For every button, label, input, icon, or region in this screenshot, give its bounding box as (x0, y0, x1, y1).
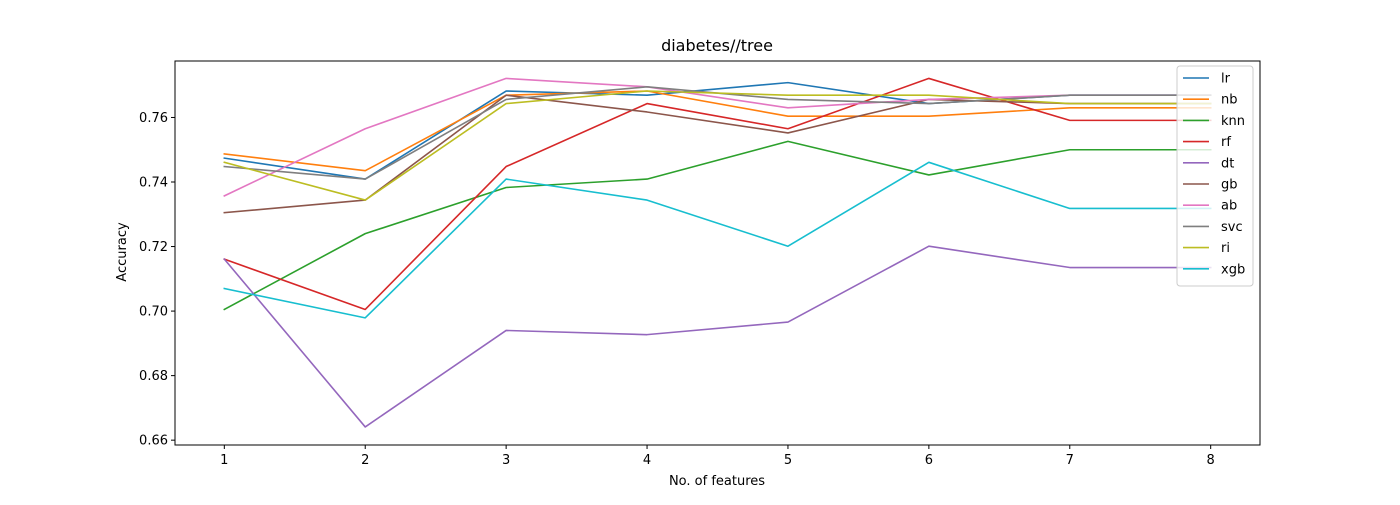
legend-label-ri: ri (1221, 241, 1230, 256)
legend-label-lr: lr (1221, 72, 1231, 87)
y-axis-label: Accuracy (115, 222, 130, 282)
x-tick-label: 8 (1207, 453, 1215, 468)
x-tick-label: 6 (925, 453, 933, 468)
legend-label-nb: nb (1221, 93, 1238, 108)
series-line-ri (223, 90, 1212, 201)
y-tick-label: 0.70 (139, 305, 168, 320)
legend-label-dt: dt (1221, 156, 1234, 171)
x-tick-label: 7 (1066, 453, 1074, 468)
legend-label-xgb: xgb (1221, 262, 1245, 277)
legend-label-ab: ab (1221, 199, 1237, 214)
x-tick-label: 5 (784, 453, 792, 468)
plot-frame (174, 60, 1261, 446)
x-tick-label: 3 (502, 453, 510, 468)
y-tick-label: 0.74 (139, 176, 168, 191)
series-line-xgb (223, 161, 1212, 319)
series-line-rf (223, 77, 1212, 311)
axes-layer: 1 2 3 4 5 6 7 8 0.66 0.68 0.70 0.72 0.74 0.76 (139, 60, 1261, 468)
y-tick-label: 0.66 (139, 434, 168, 449)
series-layer (223, 77, 1212, 428)
series-line-nb (223, 90, 1212, 172)
legend-label-rf: rf (1221, 135, 1231, 150)
series-line-svc (223, 86, 1212, 180)
y-tick-label: 0.72 (139, 240, 168, 255)
x-tick-label: 2 (361, 453, 369, 468)
legend-label-gb: gb (1221, 178, 1238, 193)
legend: lr nb knn rf dt gb ab svc ri xgb (1176, 65, 1254, 287)
legend-label-knn: knn (1221, 114, 1245, 129)
y-tick-label: 0.68 (139, 369, 168, 384)
x-tick-label: 1 (220, 453, 228, 468)
legend-label-svc: svc (1221, 220, 1243, 235)
chart-title: diabetes//tree (661, 36, 773, 55)
y-tick-label: 0.76 (139, 111, 168, 126)
series-line-dt (223, 245, 1212, 428)
x-tick-label: 4 (643, 453, 651, 468)
series-line-knn (223, 140, 1212, 311)
x-axis-label: No. of features (669, 474, 765, 489)
